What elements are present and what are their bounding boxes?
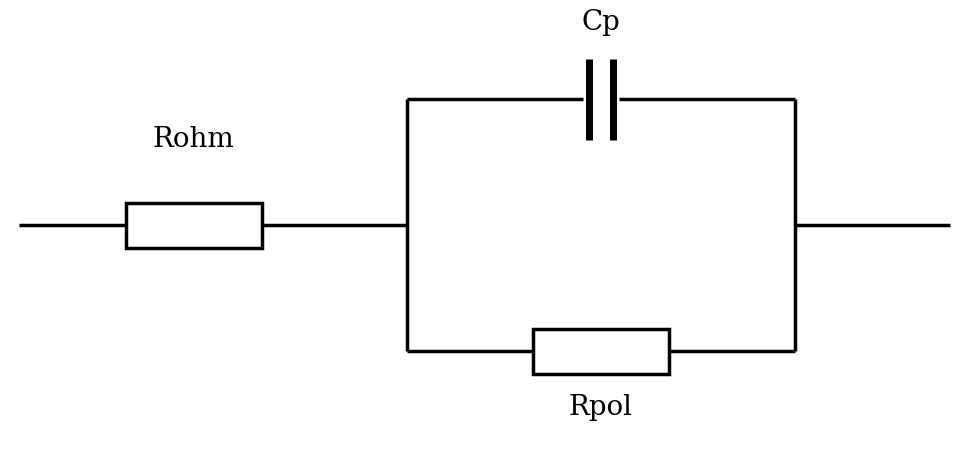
Text: Rohm: Rohm	[153, 126, 234, 153]
Bar	[126, 202, 262, 248]
Bar	[533, 328, 669, 374]
Text: Cp: Cp	[581, 9, 620, 36]
Text: Rpol: Rpol	[569, 394, 633, 421]
